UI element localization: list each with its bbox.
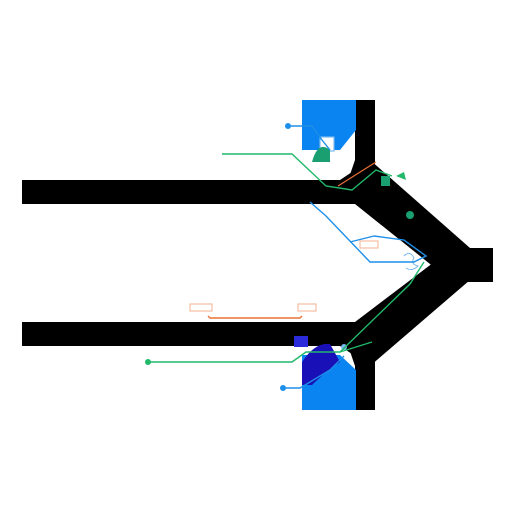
green-line-top xyxy=(222,153,393,191)
top-blue-block xyxy=(302,100,356,150)
lower-vertical-stub xyxy=(355,366,375,410)
upper-vertical-stub xyxy=(355,100,375,160)
light-blue-dot-marker xyxy=(341,344,347,350)
green-flag-marker xyxy=(396,172,406,180)
end-cap xyxy=(465,248,493,282)
teal-dot-marker xyxy=(406,211,414,219)
blue-start-dot-bottom xyxy=(280,385,286,391)
lower-horizontal-track xyxy=(22,322,362,346)
lower-corner-fill xyxy=(340,322,375,366)
green-line-branch xyxy=(339,341,373,353)
blue-line-middle-tail xyxy=(349,235,375,243)
orange-tag-left xyxy=(189,303,213,312)
light-blue-squiggle xyxy=(403,252,419,271)
green-line-bottom xyxy=(148,261,425,363)
orange-diagonal-line xyxy=(337,161,377,187)
dark-blue-overlay xyxy=(302,343,340,385)
blue-start-dot-top xyxy=(285,123,291,129)
blue-line-top xyxy=(288,125,331,151)
teal-marker-right xyxy=(381,176,390,186)
upper-horizontal-track xyxy=(22,180,362,204)
blue-line-bottom xyxy=(283,355,345,389)
green-start-dot xyxy=(145,359,151,365)
indigo-marker xyxy=(294,336,308,347)
orange-tag-middle xyxy=(297,303,317,312)
upper-corner-fill xyxy=(340,160,375,204)
orange-tag-right xyxy=(359,240,379,249)
blue-line-middle xyxy=(309,201,428,263)
orange-connector-line xyxy=(207,315,303,319)
teal-marker-top xyxy=(312,146,330,162)
